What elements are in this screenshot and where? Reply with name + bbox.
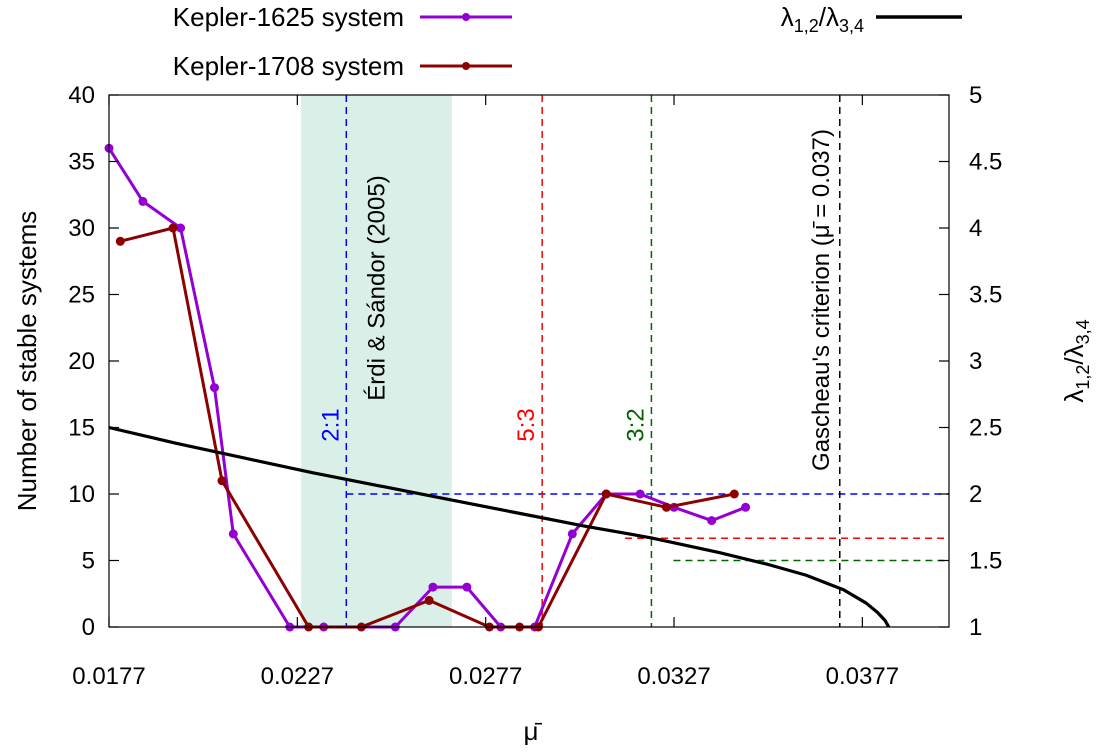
kepler-1708-line	[119, 226, 735, 629]
erdi-sandor-band	[301, 95, 452, 627]
y-tick-label-left-1: 0	[82, 614, 95, 641]
kepler-1625-point-4	[209, 383, 219, 393]
tick-layer: 0.0177 0.0227 0.0277 0.0327 0.03770510152025…	[68, 82, 1002, 690]
kepler-1708-point-11	[661, 502, 671, 512]
y-tick-label-right-4: 2.5	[969, 415, 1002, 442]
y-tick-label-right-2: 1.5	[969, 548, 1002, 575]
legend-label-kepler1708: Kepler-1708 system	[173, 51, 404, 81]
y-tick-label-right-8: 4.5	[969, 149, 1002, 176]
x-tick-label-3: 0.0277	[449, 663, 522, 690]
kepler-1625-point-3	[176, 223, 186, 233]
kepler-1625-point-17	[707, 516, 717, 526]
erdi-sandor-label: Érdi & Sándor (2005)	[363, 175, 390, 400]
x-tick-label-5: 0.0377	[826, 663, 899, 690]
kepler-1708-point-1	[115, 236, 125, 246]
gascheau-criterion-label: Gascheau's criterion (μ̄ = 0.037)	[808, 129, 835, 471]
kepler-1625-point-2	[138, 196, 148, 206]
y-tick-label-left-8: 35	[68, 149, 95, 176]
series-layer	[104, 143, 891, 632]
kepler-1625-point-5	[228, 529, 238, 539]
kepler-1625-line	[107, 147, 747, 629]
y-tick-label-right-1: 1	[969, 614, 982, 641]
resonance-label-1: 2:1	[317, 408, 344, 441]
annot-layer: Érdi & Sándor (2005) 2:1 5:3 3:2 Gascheau's …	[317, 129, 834, 471]
kepler-1625-point-15	[635, 489, 645, 499]
kepler-1708-point-3	[217, 476, 227, 486]
kepler-1625-point-9	[428, 582, 438, 592]
kepler-1625-point-10	[462, 582, 472, 592]
resonance-label-2: 5:3	[513, 408, 540, 441]
y-tick-label-left-2: 5	[82, 548, 95, 575]
x-axis-label: μ̄	[524, 716, 543, 746]
y-tick-label-left-6: 25	[68, 282, 95, 309]
kepler-1625-point-13	[567, 529, 577, 539]
y-tick-label-left-7: 30	[68, 215, 95, 242]
x-tick-label-2: 0.0227	[261, 663, 334, 690]
y-tick-label-right-5: 3	[969, 348, 982, 375]
y-axis-label-left: Number of stable systems	[12, 211, 42, 512]
y-tick-label-right-9: 5	[969, 82, 982, 109]
y-tick-label-left-4: 15	[68, 415, 95, 442]
guide-layer	[345, 95, 949, 627]
lambda-ratio-line	[108, 425, 891, 628]
x-tick-label-4: 0.0327	[637, 663, 710, 690]
kepler-1625-point-18	[741, 502, 751, 512]
legend-marker-kepler1708	[462, 62, 470, 70]
legend-label-kepler1625: Kepler-1625 system	[173, 2, 404, 32]
kepler-1708-point-6	[424, 595, 434, 605]
x-tick-label-1: 0.0177	[72, 663, 145, 690]
y-tick-label-right-3: 2	[969, 481, 982, 508]
legend: Kepler-1625 system Kepler-1708 system λ1…	[173, 2, 962, 81]
kepler-1708-point-2	[168, 223, 178, 233]
y-tick-label-left-9: 40	[68, 82, 95, 109]
legend-marker-kepler1625	[462, 13, 470, 21]
kepler-1708-point-12	[729, 489, 739, 499]
resonance-label-3: 3:2	[622, 408, 649, 441]
kepler-1708-point-10	[601, 489, 611, 499]
band-layer	[301, 95, 452, 627]
y-tick-label-left-5: 20	[68, 348, 95, 375]
y-tick-label-right-7: 4	[969, 215, 982, 242]
y-tick-label-right-6: 3.5	[969, 282, 1002, 309]
y-tick-label-left-3: 10	[68, 481, 95, 508]
